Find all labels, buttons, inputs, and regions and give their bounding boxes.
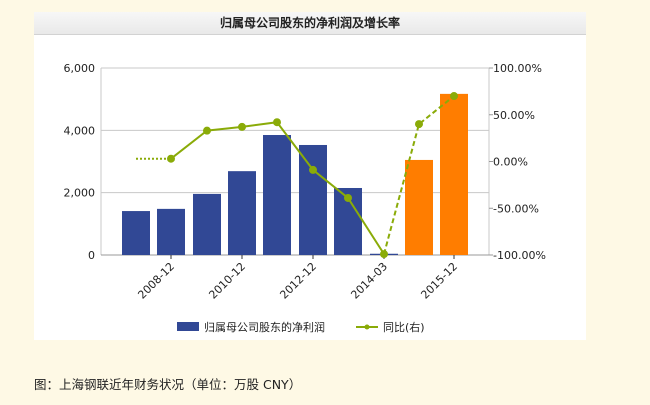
left-axis-tick: 6,000 <box>64 62 96 75</box>
right-axis-tick: -100.00% <box>493 249 546 262</box>
line-marker <box>380 250 388 259</box>
legend-bar-swatch <box>177 322 199 331</box>
x-axis-tick: 2014-03 <box>348 260 390 302</box>
legend-line-marker <box>364 324 370 330</box>
bar <box>299 144 327 255</box>
bar <box>157 208 185 255</box>
growth-line-forecast <box>383 95 455 255</box>
x-axis-tick: 2008-12 <box>135 260 177 302</box>
line-marker <box>415 120 423 129</box>
line-marker <box>203 126 211 135</box>
chart-title: 归属母公司股东的净利润及增长率 <box>34 12 586 35</box>
right-axis-tick: 50.00% <box>493 109 535 122</box>
left-axis-tick: 4,000 <box>64 124 96 137</box>
bar <box>263 135 291 255</box>
right-axis-tick: 100.00% <box>493 62 542 75</box>
bar <box>228 171 256 255</box>
line-marker <box>344 193 352 202</box>
x-axis-tick: 2015-12 <box>418 260 460 302</box>
left-axis-tick: 2,000 <box>64 187 96 200</box>
line-marker <box>273 118 281 127</box>
x-axis-tick: 2012-12 <box>277 260 319 302</box>
bar <box>122 211 150 255</box>
right-axis-tick: 0.00% <box>493 156 528 169</box>
bar <box>405 159 433 255</box>
bar <box>193 193 221 255</box>
legend-bar-label: 归属母公司股东的净利润 <box>204 320 325 334</box>
line-marker <box>238 122 246 131</box>
left-axis-tick: 0 <box>88 249 95 262</box>
line-marker <box>167 154 175 163</box>
figure-caption: 图：上海钢联近年财务状况（单位：万股 CNY） <box>34 377 302 392</box>
bar <box>440 93 468 255</box>
line-marker <box>309 165 317 174</box>
x-axis-tick: 2010-12 <box>206 260 248 302</box>
line-marker <box>450 92 458 101</box>
chart-panel: 归属母公司股东的净利润及增长率 <box>34 12 586 340</box>
legend-line-label: 同比(右) <box>383 320 425 334</box>
right-axis-tick: -50.00% <box>493 202 539 215</box>
